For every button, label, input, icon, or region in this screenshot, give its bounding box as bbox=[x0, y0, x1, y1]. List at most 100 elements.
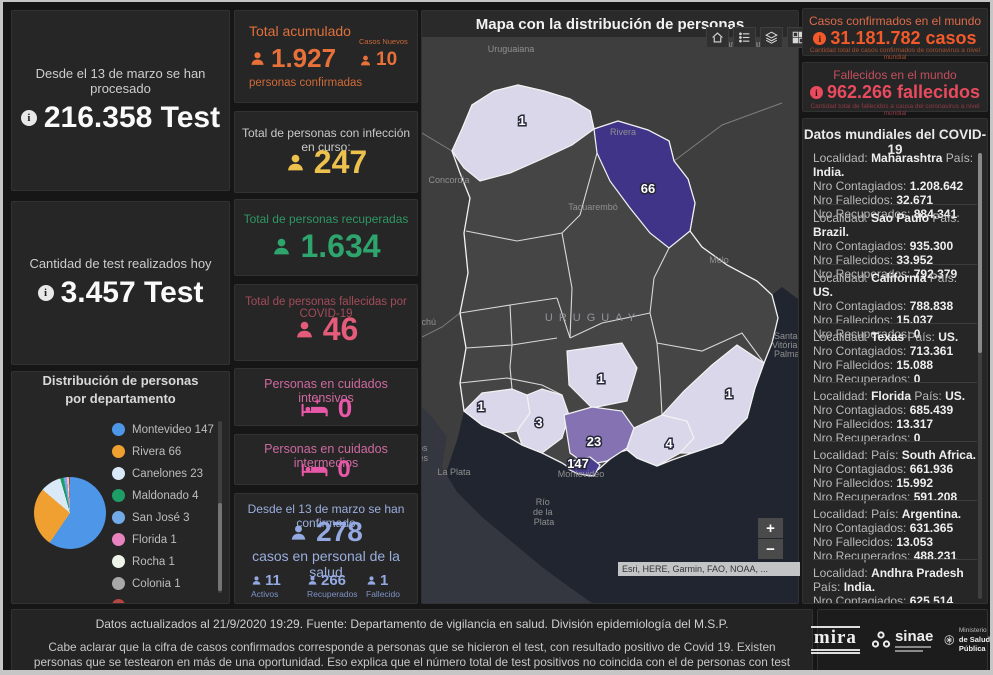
tests-processed-panel: Desde el 13 de marzo se han procesado i … bbox=[11, 10, 230, 191]
legend-icon[interactable] bbox=[733, 27, 756, 48]
legend-item[interactable]: Rocha 1 bbox=[112, 555, 175, 568]
legend-item[interactable] bbox=[112, 599, 132, 603]
tests-today-value: i 3.457 Test bbox=[37, 276, 203, 310]
footer-logos-panel: mira sinae Ministerio de Salud Pública bbox=[810, 609, 990, 670]
map-argentina-coast bbox=[422, 407, 592, 603]
hospital-bed-icon bbox=[302, 463, 328, 477]
world-cases-subtitle: Cantidad total de casos confirmados de c… bbox=[809, 47, 981, 61]
legend-swatch bbox=[112, 511, 125, 524]
map-department-san-jose[interactable] bbox=[516, 388, 570, 454]
intermediate-care-title: Personas en cuidados intermedios bbox=[264, 442, 388, 470]
person-icon bbox=[291, 524, 306, 540]
world-data-scrollbar[interactable] bbox=[978, 153, 982, 599]
map-value-colonia: 1 bbox=[477, 399, 484, 414]
map-label-rivera-city: Rivera bbox=[610, 127, 636, 137]
health-workers-subtitle: casos en personal de la salud bbox=[252, 548, 400, 580]
map-label-melo: Melo bbox=[709, 255, 729, 265]
person-icon bbox=[360, 55, 371, 65]
scrollbar-thumb[interactable] bbox=[978, 153, 982, 353]
world-data-item: Localidad: Texas País: US. Nro Contagiad… bbox=[813, 323, 977, 386]
icu-title: Personas en cuidados intensivos bbox=[264, 377, 388, 405]
map-label-santa-vitoria: Santa Vitória do Palmar bbox=[772, 331, 798, 359]
health-workers-recovered: 266 Recuperados bbox=[307, 572, 358, 599]
map-zoom-controls: + − bbox=[758, 518, 783, 559]
world-data-title: Datos mundiales del COVID-19 bbox=[803, 127, 987, 157]
new-cases-label: Casos Nuevos bbox=[359, 37, 408, 46]
world-data-item: Localidad: País: South Africa. Nro Conta… bbox=[813, 441, 977, 504]
msp-logo: Ministerio de Salud Pública bbox=[944, 627, 990, 653]
world-data-item: Localidad: País: Argentina. Nro Contagia… bbox=[813, 500, 977, 563]
person-icon bbox=[308, 576, 317, 585]
map-value-montevideo: 147 bbox=[567, 456, 589, 471]
sinae-triangle-icon bbox=[871, 631, 891, 648]
sinae-tagline bbox=[894, 645, 931, 648]
legend-swatch bbox=[112, 445, 125, 458]
info-icon: i bbox=[813, 32, 827, 45]
world-data-item: Localidad: Florida País: US. Nro Contagi… bbox=[813, 382, 977, 445]
scrollbar-thumb[interactable] bbox=[218, 503, 222, 591]
layers-icon[interactable] bbox=[760, 27, 783, 48]
legend-item[interactable]: Canelones 23 bbox=[112, 467, 203, 480]
legend-item[interactable]: Maldonado 4 bbox=[112, 489, 199, 502]
legend-item[interactable]: Montevideo 147 bbox=[112, 423, 214, 436]
footer-panel: Datos actualizados al 21/9/2020 19:29. F… bbox=[11, 609, 813, 670]
world-deaths-title: Fallecidos en el mundo bbox=[833, 68, 957, 82]
tests-today-panel: Cantidad de test realizados hoy i 3.457 … bbox=[11, 201, 230, 365]
world-data-item: Localidad: Sao Paulo País: Brazil. Nro C… bbox=[813, 204, 977, 281]
map-department-montevideo[interactable] bbox=[567, 456, 601, 477]
recovered-title: Total de personas recuperadas bbox=[243, 212, 409, 226]
map-department-artigas[interactable] bbox=[451, 84, 595, 182]
tests-processed-title: Desde el 13 de marzo se han procesado bbox=[35, 66, 206, 96]
zoom-out-button[interactable]: − bbox=[758, 539, 783, 559]
map-foreign-borders bbox=[422, 102, 783, 338]
map-value-rivera: 66 bbox=[641, 181, 655, 196]
map-value-canelones: 23 bbox=[587, 434, 601, 449]
person-icon bbox=[287, 154, 303, 171]
deceased-title: Total de personas fallecidas por COVID-1… bbox=[245, 296, 407, 320]
new-cases-value: 10 bbox=[359, 49, 397, 71]
map-label-montevideo-city: Montevideo bbox=[558, 469, 605, 479]
legend-swatch bbox=[112, 599, 125, 603]
map-attribution: Esri, HERE, Garmin, FAO, NOAA, ... bbox=[618, 562, 800, 576]
uruguay-map[interactable]: Uruguaiana Santa Maria Concordia Rivera … bbox=[422, 37, 798, 603]
map-toolbar bbox=[706, 27, 810, 48]
legend-scrollbar[interactable] bbox=[218, 421, 222, 593]
world-data-item: Localidad: Maharashtra País: India. Nro … bbox=[813, 151, 974, 221]
deceased-panel: Total de personas fallecidas por COVID-1… bbox=[234, 284, 418, 361]
map-department-rivera[interactable] bbox=[593, 120, 696, 249]
map-department-florida[interactable] bbox=[566, 342, 638, 409]
deceased-value: 46 bbox=[235, 311, 417, 348]
pie-chart bbox=[34, 477, 106, 549]
map-label-gualeguaychu: Gualeguaychú bbox=[422, 317, 436, 327]
health-workers-value: 278 bbox=[235, 516, 417, 548]
legend-item[interactable]: San José 3 bbox=[112, 511, 190, 524]
map-department-rocha[interactable] bbox=[660, 344, 765, 454]
home-icon[interactable] bbox=[706, 27, 729, 48]
map-panel: Mapa con la distribución de personas bbox=[421, 10, 810, 604]
map-label-concordia: Concordia bbox=[428, 175, 469, 185]
hospital-bed-icon bbox=[301, 399, 328, 417]
legend-item[interactable]: Florida 1 bbox=[112, 533, 177, 546]
person-icon bbox=[274, 238, 290, 255]
legend-swatch bbox=[112, 577, 125, 590]
map-laguna-merin bbox=[764, 287, 798, 377]
distribution-panel: Distribución de personas por departament… bbox=[11, 371, 230, 604]
legend-item[interactable]: Colonia 1 bbox=[112, 577, 181, 590]
legend-swatch bbox=[112, 467, 125, 480]
map-value-florida: 1 bbox=[597, 371, 604, 386]
legend-swatch bbox=[112, 489, 125, 502]
health-workers-active: 11 Activos bbox=[251, 572, 281, 599]
intermediate-care-panel: Personas en cuidados intermedios 0 bbox=[234, 434, 418, 485]
health-workers-panel: Desde el 13 de marzo se han confirmado 2… bbox=[234, 493, 418, 604]
person-icon bbox=[252, 576, 261, 585]
legend-swatch bbox=[112, 533, 125, 546]
legend-item[interactable]: Rivera 66 bbox=[112, 445, 181, 458]
zoom-in-button[interactable]: + bbox=[758, 518, 783, 538]
health-workers-deceased: 1 Fallecido bbox=[366, 572, 401, 599]
intermediate-care-value: 0 bbox=[235, 456, 417, 484]
legend-swatch bbox=[112, 423, 125, 436]
info-icon: i bbox=[37, 285, 54, 301]
map-label-tacuarembo: Tacuarembó bbox=[568, 202, 618, 212]
tests-processed-value: i 216.358 Test bbox=[20, 101, 220, 135]
